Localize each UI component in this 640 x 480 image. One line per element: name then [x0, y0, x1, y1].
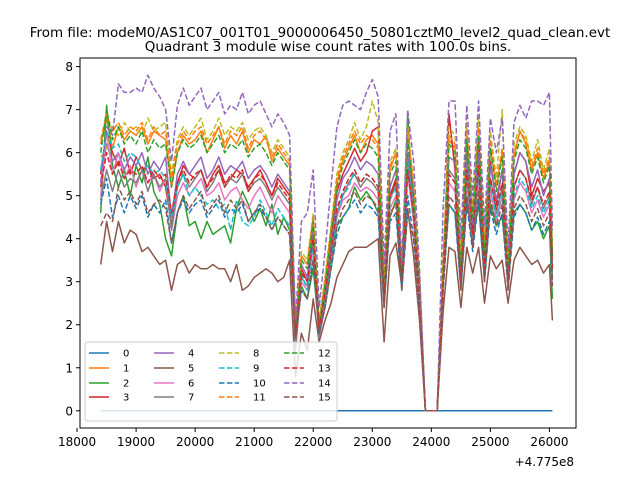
y-tick-label: 2 — [65, 318, 73, 332]
legend-label-4: 4 — [188, 349, 194, 360]
legend-label-13: 13 — [318, 364, 331, 375]
legend-label-1: 1 — [123, 364, 129, 375]
y-tick-label: 8 — [65, 60, 73, 74]
series-line-7 — [99, 164, 554, 412]
plot-frame — [79, 57, 577, 429]
x-tick-label: 23000 — [353, 435, 391, 449]
x-tick-label: 19000 — [117, 435, 155, 449]
legend-label-11: 11 — [253, 393, 266, 404]
legend-label-2: 2 — [123, 379, 129, 390]
legend-label-5: 5 — [188, 364, 194, 375]
plot-axes: 18000 19000 20000 21000 22000 23000 24000 25000… — [58, 57, 577, 449]
y-tick-label: 1 — [65, 361, 73, 375]
series-line-14 — [99, 74, 554, 412]
series-line-4 — [99, 143, 554, 412]
x-tick-label: 26000 — [530, 435, 568, 449]
x-tick-label: 21000 — [235, 435, 273, 449]
legend-label-12: 12 — [318, 349, 331, 360]
plot-series — [99, 74, 554, 412]
legend-label-9: 9 — [253, 364, 259, 375]
legend-label-10: 10 — [253, 379, 266, 390]
x-tick-label: 20000 — [176, 435, 214, 449]
legend-label-15: 15 — [318, 393, 331, 404]
y-tick-label: 4 — [65, 232, 73, 246]
legend-label-7: 7 — [188, 393, 194, 404]
chart-title: Quadrant 3 module wise count rates with … — [145, 39, 511, 55]
series-line-5 — [99, 207, 554, 412]
legend-label-8: 8 — [253, 349, 259, 360]
legend-label-0: 0 — [123, 349, 129, 360]
y-tick-label: 7 — [65, 103, 73, 117]
y-tick-label: 5 — [65, 189, 73, 203]
x-tick-label: 18000 — [58, 435, 96, 449]
y-tick-label: 0 — [65, 404, 73, 418]
y-tick-label: 3 — [65, 275, 73, 289]
series-line-9 — [99, 130, 554, 412]
x-offset-label: +4.775e8 — [515, 455, 574, 469]
y-tick-label: 6 — [65, 146, 73, 160]
x-tick-label: 22000 — [294, 435, 332, 449]
x-tick-label: 24000 — [412, 435, 450, 449]
legend-label-3: 3 — [123, 393, 129, 404]
legend-box — [84, 341, 338, 422]
series-line-15 — [100, 186, 554, 412]
legend-label-6: 6 — [188, 379, 194, 390]
series-line-12 — [99, 108, 554, 412]
figure-suptitle: From file: modeM0/AS1C07_001T01_90000064… — [30, 25, 611, 41]
legend-label-14: 14 — [318, 379, 331, 390]
series-line-13 — [99, 151, 554, 412]
x-tick-label: 25000 — [471, 435, 509, 449]
